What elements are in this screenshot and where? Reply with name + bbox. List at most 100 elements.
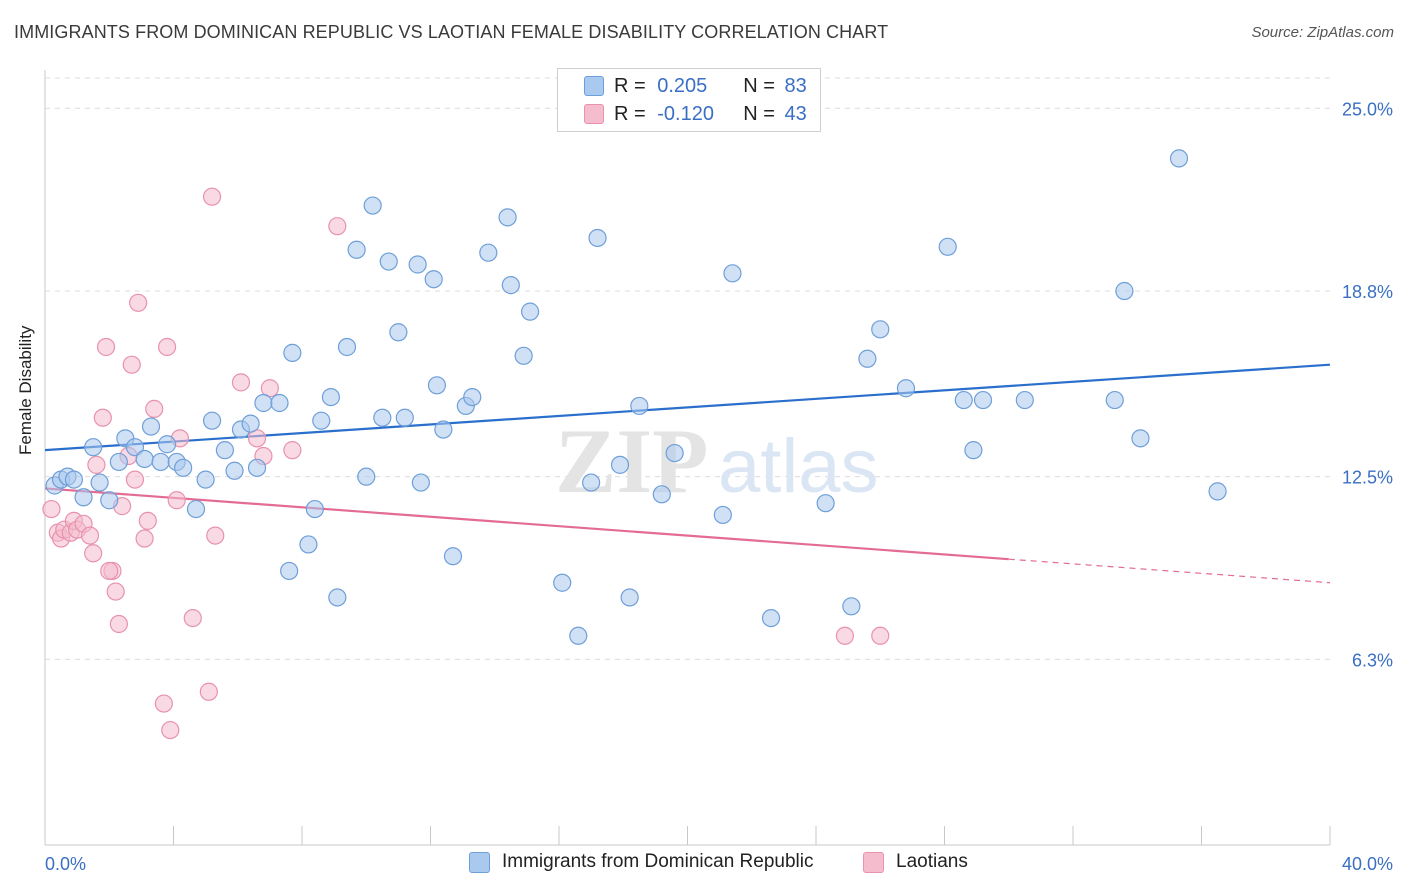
laotian-point <box>122 355 141 374</box>
dominican-point <box>479 243 498 262</box>
laotian-point <box>202 187 222 206</box>
bottom-legend-label-blue: Immigrants from Dominican Republic <box>502 851 814 872</box>
dominican-point <box>427 376 447 395</box>
dominican-point <box>347 240 366 259</box>
dominican-point <box>305 499 324 519</box>
watermark-zip: ZIP <box>555 410 708 512</box>
dominican-point <box>141 417 161 436</box>
dominican-point <box>280 561 299 581</box>
dominican-point <box>463 387 482 407</box>
dominican-point <box>186 499 206 519</box>
laotian-point <box>42 499 61 519</box>
dominican-point <box>241 414 260 433</box>
laotian-point <box>161 720 180 740</box>
dominican-point <box>135 449 154 469</box>
legend-row-pink: R = -0.120 N = 43 <box>584 101 807 127</box>
laotian-point <box>231 373 251 392</box>
dominican-point <box>842 597 861 616</box>
dominican-point <box>157 435 177 454</box>
legend-swatch-blue <box>584 76 604 96</box>
watermark: ZIP atlas <box>555 410 879 512</box>
dominican-point <box>411 473 430 492</box>
dominican-point <box>1169 149 1189 168</box>
laotian-point <box>87 455 106 474</box>
dominican-point <box>225 461 244 480</box>
dominican-point <box>582 473 601 492</box>
legend-swatch-pink <box>584 104 604 124</box>
tick-labels: 6.3% 12.5% 18.8% 25.0% 0.0% 40.0% <box>45 99 1393 874</box>
dominican-point <box>196 470 215 489</box>
dominican-point <box>1115 281 1134 301</box>
y-tick-label: 25.0% <box>1342 99 1393 119</box>
dominican-point <box>100 491 119 510</box>
dominican-point <box>357 467 376 486</box>
chart-title: IMMIGRANTS FROM DOMINICAN REPUBLIC VS LA… <box>14 22 889 42</box>
grid-lines <box>45 77 1330 660</box>
dominican-point <box>723 264 742 283</box>
laotian-point <box>154 694 173 713</box>
dominican-point <box>215 441 234 460</box>
dominican-point <box>498 208 517 227</box>
dominican-point <box>1131 429 1150 448</box>
laotian-point <box>135 529 154 548</box>
dominican-point <box>373 408 392 427</box>
dominican-point <box>328 588 347 607</box>
dominican-point <box>964 441 983 460</box>
laotian-point <box>100 561 119 581</box>
dominican-point <box>434 420 453 439</box>
dominican-point <box>64 470 84 489</box>
dominican-point <box>501 276 520 295</box>
legend-n-label: N = <box>743 102 775 125</box>
laotian-point <box>145 399 164 418</box>
dominican-point <box>151 452 170 472</box>
dominican-point <box>569 626 588 645</box>
stats-legend: R = 0.205 N = 83 R = -0.120 N = 43 <box>557 68 821 132</box>
dominican-point <box>761 608 781 628</box>
dominican-point <box>816 494 835 513</box>
dominican-point <box>299 535 318 554</box>
legend-r-label: R = <box>614 74 646 97</box>
dominican-point <box>84 438 103 457</box>
dominican-point <box>896 379 916 398</box>
dominican-point <box>424 270 443 289</box>
legend-row-blue: R = 0.205 N = 83 <box>584 73 807 99</box>
axes <box>44 70 1331 846</box>
laotian-point <box>157 337 177 357</box>
bottom-legend-label-pink: Laotians <box>896 851 968 872</box>
dominican-point <box>954 390 973 410</box>
laotians-points <box>42 187 890 740</box>
bottom-legend-pink: Laotians <box>863 851 968 873</box>
laotian-point <box>183 608 202 628</box>
laotian-point <box>835 626 855 645</box>
legend-r-value: 0.205 <box>657 74 708 97</box>
legend-r-value: -0.120 <box>657 102 714 125</box>
dominican-point <box>202 411 222 430</box>
source-label: Source: ZipAtlas.com <box>1251 24 1394 41</box>
dominican-point <box>408 255 427 274</box>
dominican-point <box>379 252 398 271</box>
legend-n-value: 43 <box>784 102 807 125</box>
dominican-point <box>283 343 302 362</box>
laotian-point <box>84 544 103 563</box>
dominican-point <box>630 396 649 416</box>
laotian-point <box>96 337 116 357</box>
laotian-point <box>106 582 125 601</box>
laotian-point <box>109 614 128 634</box>
dominican-point <box>1015 390 1034 410</box>
dominican-point <box>254 393 273 413</box>
dominican-point <box>973 390 993 410</box>
dominican-point <box>312 411 331 430</box>
dominican-point <box>1208 482 1227 501</box>
laotian-point <box>125 470 145 489</box>
laotian-point <box>328 217 347 236</box>
legend-n-value: 83 <box>784 74 807 97</box>
legend-r-label: R = <box>614 102 646 125</box>
bottom-legend-swatch-pink <box>863 851 884 873</box>
laotian-point <box>138 511 157 530</box>
dominican-point <box>1105 390 1124 410</box>
laotian-trend-line <box>44 487 1009 561</box>
y-tick-label: 6.3% <box>1352 650 1393 670</box>
dominican-point <box>871 320 890 339</box>
dominican-point <box>125 438 145 457</box>
